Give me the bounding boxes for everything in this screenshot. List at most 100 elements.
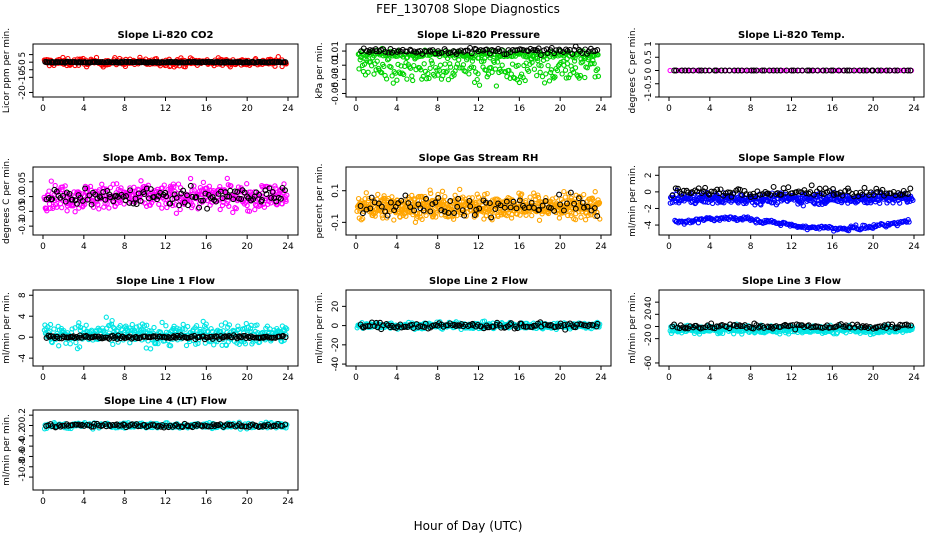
point-selected bbox=[507, 321, 514, 328]
point-selected bbox=[513, 205, 520, 212]
point-all bbox=[273, 185, 279, 191]
point-all bbox=[195, 206, 201, 212]
x-tick-label: 16 bbox=[514, 242, 526, 252]
point-selected bbox=[216, 336, 223, 343]
point-selected bbox=[147, 186, 154, 193]
point-selected bbox=[60, 192, 66, 199]
point-all bbox=[492, 66, 499, 72]
point-selected bbox=[471, 212, 478, 218]
x-tick-label: 20 bbox=[241, 104, 253, 114]
point-all bbox=[460, 62, 467, 68]
point-selected bbox=[357, 203, 364, 209]
point-all bbox=[242, 341, 249, 347]
point-all bbox=[63, 340, 69, 346]
point-selected bbox=[467, 203, 474, 210]
point-selected bbox=[102, 196, 109, 203]
point-selected bbox=[451, 210, 458, 216]
y-tick-label: 8 bbox=[18, 292, 28, 298]
point-selected bbox=[551, 207, 558, 214]
point-selected bbox=[167, 200, 174, 207]
point-all bbox=[60, 184, 66, 190]
point-all bbox=[585, 212, 591, 219]
point-selected bbox=[567, 189, 574, 196]
point-all bbox=[76, 320, 82, 326]
point-all bbox=[445, 76, 452, 83]
point-selected bbox=[558, 323, 564, 330]
point-selected bbox=[423, 195, 430, 202]
y-tick-label: 0.5 bbox=[644, 50, 654, 64]
point-selected bbox=[234, 189, 241, 195]
point-selected bbox=[527, 45, 534, 52]
point-all bbox=[110, 341, 116, 348]
point-all bbox=[564, 61, 571, 67]
x-tick-label: 0 bbox=[40, 373, 46, 383]
point-all bbox=[568, 212, 574, 219]
point-all bbox=[535, 192, 541, 198]
point-all bbox=[243, 320, 249, 327]
point-selected bbox=[50, 333, 57, 340]
point-selected bbox=[814, 67, 821, 74]
point-all bbox=[457, 65, 463, 71]
point-selected bbox=[782, 189, 789, 196]
y-tick-label: 0 bbox=[644, 67, 654, 73]
point-all bbox=[556, 215, 563, 221]
x-tick-label: 20 bbox=[554, 242, 566, 252]
point-selected bbox=[741, 188, 748, 194]
point-selected bbox=[572, 205, 579, 212]
point-selected bbox=[543, 46, 550, 53]
point-selected bbox=[560, 207, 567, 214]
point-all bbox=[176, 326, 183, 332]
point-all bbox=[534, 72, 540, 79]
point-all bbox=[548, 67, 555, 73]
y-tick-label: -1 bbox=[644, 93, 654, 102]
y-tick-label: 0 bbox=[644, 189, 654, 195]
points bbox=[355, 44, 602, 89]
point-all bbox=[118, 185, 124, 191]
point-all bbox=[516, 79, 523, 86]
point-all bbox=[208, 326, 214, 332]
y-tick-label: -0.1 bbox=[331, 214, 341, 232]
point-selected bbox=[584, 203, 591, 210]
point-selected bbox=[860, 67, 867, 74]
point-all bbox=[167, 343, 174, 349]
point-selected bbox=[542, 198, 549, 204]
point-all bbox=[83, 322, 89, 328]
point-selected bbox=[894, 67, 901, 74]
point-all bbox=[197, 184, 204, 191]
x-tick-label: 8 bbox=[122, 104, 128, 114]
point-selected bbox=[501, 204, 508, 211]
point-all bbox=[394, 77, 400, 83]
point-selected bbox=[438, 207, 445, 214]
point-selected bbox=[507, 204, 514, 211]
point-selected bbox=[441, 208, 448, 215]
points bbox=[41, 314, 290, 352]
point-all bbox=[159, 205, 165, 211]
y-tick-label: -4 bbox=[644, 220, 654, 229]
point-all bbox=[235, 323, 241, 329]
point-all bbox=[546, 78, 553, 84]
point-all bbox=[114, 181, 120, 187]
point-all bbox=[433, 209, 440, 216]
point-selected bbox=[200, 197, 206, 204]
x-tick-label: 0 bbox=[353, 373, 359, 383]
panel-title: Slope Sample Flow bbox=[738, 153, 845, 164]
y-axis-label: ml/min per min. bbox=[628, 292, 638, 364]
point-all bbox=[519, 191, 525, 197]
point-all bbox=[488, 64, 494, 71]
point-selected bbox=[282, 334, 289, 341]
point-selected bbox=[363, 206, 370, 213]
point-all bbox=[133, 324, 140, 330]
point-selected bbox=[490, 47, 497, 54]
point-all bbox=[218, 322, 225, 328]
point-all bbox=[284, 192, 290, 198]
point-selected bbox=[757, 191, 764, 198]
point-all bbox=[76, 344, 83, 350]
point-all bbox=[46, 188, 52, 194]
point-selected bbox=[897, 191, 904, 198]
point-all bbox=[572, 216, 579, 223]
point-all bbox=[206, 183, 213, 189]
